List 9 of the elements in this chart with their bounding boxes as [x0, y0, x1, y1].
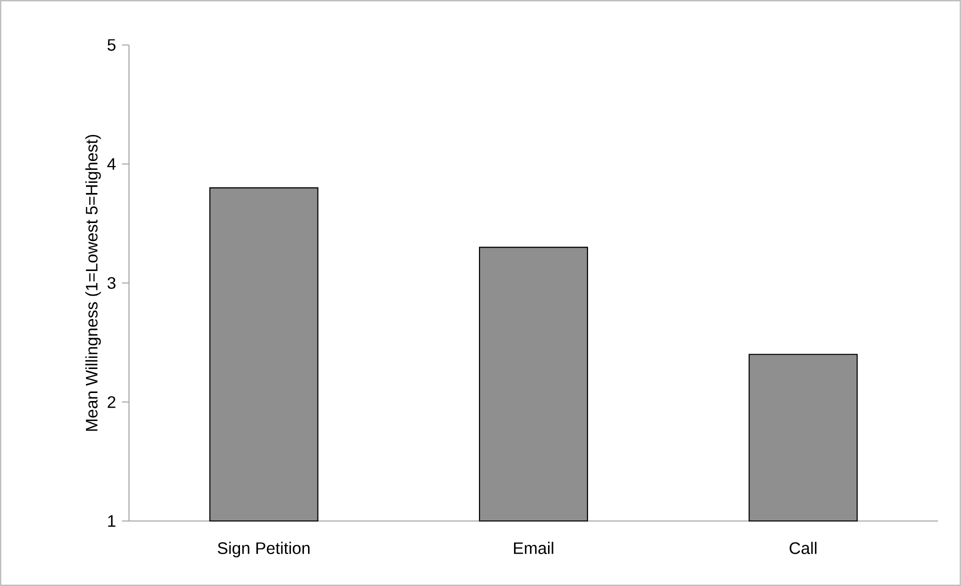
y-tick-label: 5 [108, 39, 116, 51]
y-tick-label: 4 [107, 158, 116, 170]
y-tick-label: 3 [108, 277, 116, 289]
x-tick-label: Call [790, 542, 816, 554]
x-tick-label: Sign Petition [218, 542, 310, 558]
x-tick-label: Email [514, 542, 554, 554]
y-tick-label: 1 [108, 515, 116, 527]
y-tick-label: 2 [108, 396, 116, 408]
y-axis-title: Mean Willingness (1=Lowest 5=Highest) [85, 134, 101, 431]
